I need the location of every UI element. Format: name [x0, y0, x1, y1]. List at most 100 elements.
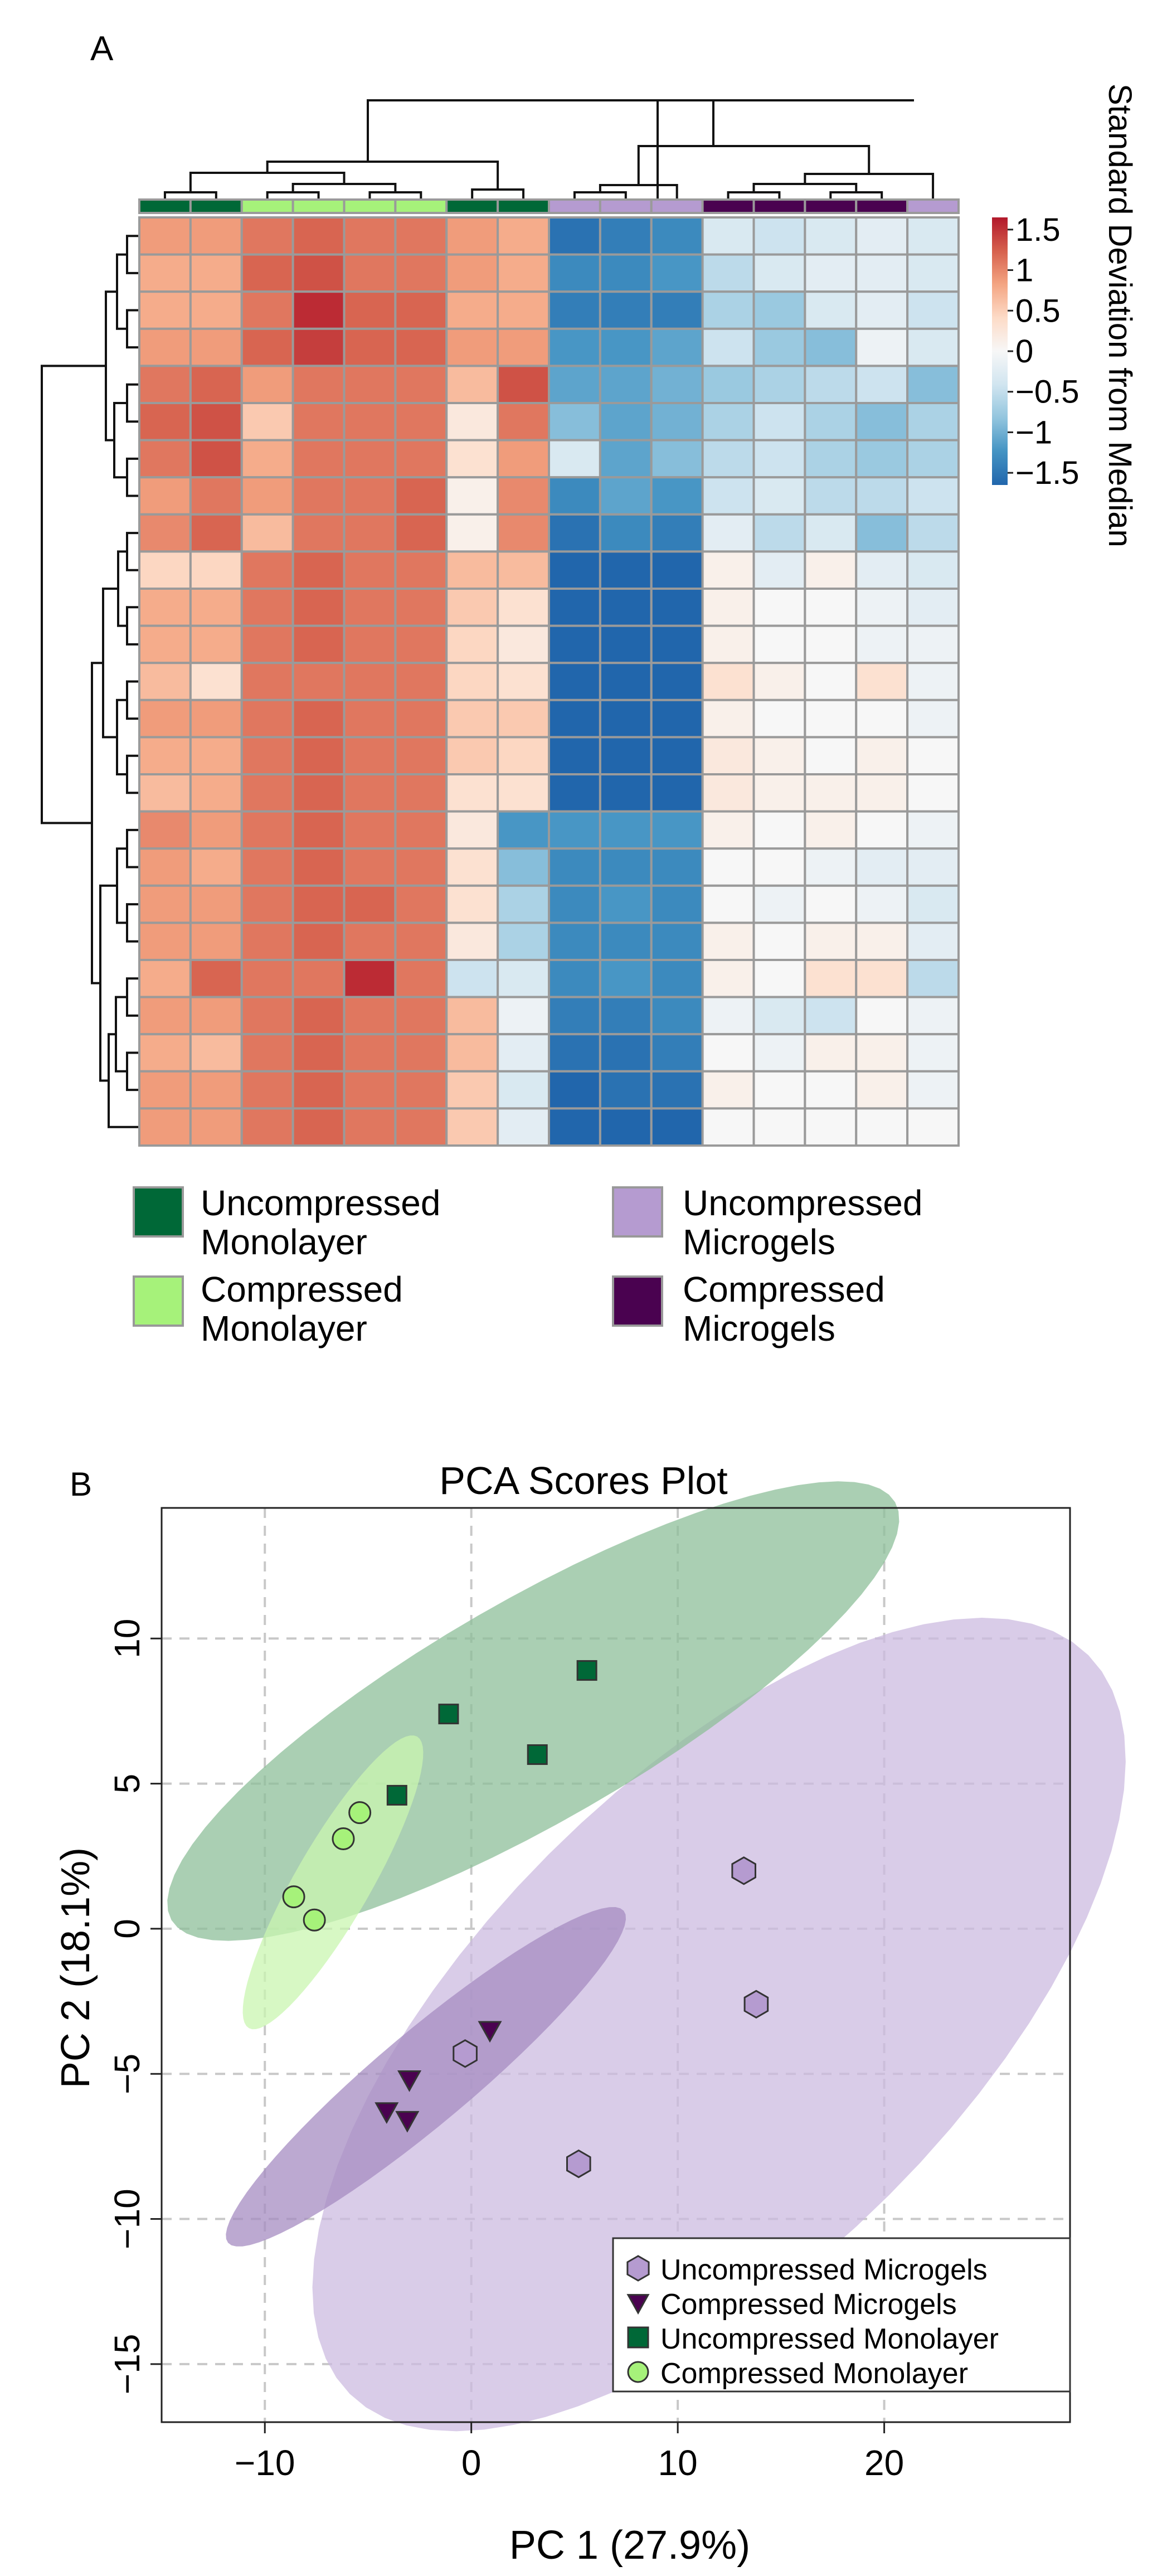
heatmap-cell-r19-c4: [343, 921, 397, 962]
heatmap-cell-r15-c9: [599, 773, 653, 813]
col-dendro-3: [471, 188, 525, 200]
col-dendro-4: [291, 183, 397, 192]
heatmap-cell-r18-c2: [240, 884, 294, 924]
heatmap-cell-r7-c3: [291, 476, 346, 516]
colorbar-tick-label-6: −1.5: [1015, 455, 1080, 491]
heatmap-cell-r11-c13: [804, 624, 858, 664]
row-dendro-leaf-14: [126, 754, 139, 794]
heatmap-cell-r14-c1: [189, 736, 243, 776]
heatmap-cell-r20-c7: [497, 959, 550, 998]
col-dendro-11: [752, 183, 858, 192]
row-dendro-leaf-6: [126, 457, 139, 497]
heatmap-cell-r2-c12: [752, 290, 806, 330]
pca-legend-box: [612, 2237, 1071, 2393]
heatmap-cell-r14-c0: [138, 736, 192, 776]
heatmap-cell-r10-c7: [497, 588, 550, 627]
heatmap-cell-r4-c14: [855, 365, 909, 405]
heatmap-cell-r18-c6: [445, 884, 499, 924]
heatmap-cell-r1-c5: [394, 253, 448, 293]
heatmap-cell-r15-c2: [240, 773, 294, 813]
heatmap-cell-r3-c4: [343, 327, 397, 367]
heatmap-cell-r13-c2: [240, 698, 294, 739]
heatmap-cell-r24-c3: [291, 1107, 346, 1147]
heatmap-cell-r9-c15: [906, 550, 960, 590]
heatmap-cell-r21-c5: [394, 996, 448, 1036]
heatmap-cell-r16-c12: [752, 810, 806, 850]
heatmap-cell-r14-c12: [752, 736, 806, 776]
heatmap-cell-r5-c2: [240, 402, 294, 442]
heatmap-cell-r17-c4: [343, 847, 397, 887]
heatmap-cell-r24-c8: [548, 1107, 601, 1147]
heatmap-cell-r6-c15: [906, 439, 960, 479]
heatmap-cell-r24-c6: [445, 1107, 499, 1147]
heatmap-cell-r5-c1: [189, 402, 243, 442]
pca-point-uncompressed-microgels-0: [731, 1856, 756, 1885]
heatmap-cell-r4-c8: [548, 365, 601, 405]
heatmap-cell-r12-c1: [189, 662, 243, 701]
pca-y-ticks: −15 −10 −5 0 5 10: [107, 1619, 162, 2394]
heatmap-cell-r1-c12: [752, 253, 806, 293]
row-dendro-leaf-20: [126, 977, 139, 1017]
heatmap-cell-r11-c14: [855, 624, 909, 664]
heatmap-cell-r24-c11: [701, 1107, 755, 1147]
heatmap-cell-r6-c1: [189, 439, 243, 479]
heatmap-cell-r13-c13: [804, 698, 858, 739]
heatmap-cell-r0-c10: [650, 216, 704, 256]
heatmap-cell-r19-c7: [497, 921, 550, 962]
heatmap-cell-r19-c2: [240, 921, 294, 962]
heatmap-cell-r4-c5: [394, 365, 448, 405]
heatmap-cell-r6-c2: [240, 439, 294, 479]
heatmap-cell-r9-c1: [189, 550, 243, 590]
heatmap-cell-r18-c11: [701, 884, 755, 924]
heatmap-cell-r24-c13: [804, 1107, 858, 1147]
heatmap-cell-r11-c12: [752, 624, 806, 664]
heatmap-cell-r22-c1: [189, 1033, 243, 1073]
heatmap-cell-r19-c5: [394, 921, 448, 962]
pca-ytick-label-0: −15: [107, 2334, 147, 2395]
heatmap-cell-r7-c2: [240, 476, 294, 516]
heatmap-cell-r16-c1: [189, 810, 243, 850]
heatmap-cell-r12-c3: [291, 662, 346, 701]
pca-legend-label-uncompressed-microgels: Uncompressed Microgels: [660, 2254, 988, 2286]
heatmap-cell-r23-c0: [138, 1070, 192, 1110]
heatmap-cell-r23-c13: [804, 1070, 858, 1110]
heatmap-cell-r20-c14: [855, 959, 909, 998]
group-bar-cell-15: [906, 198, 960, 214]
row-dendro-c2: [115, 996, 127, 1073]
row-dendro-root: [41, 365, 106, 824]
heatmap-cell-r10-c15: [906, 588, 960, 627]
heatmap-cell-r0-c14: [855, 216, 909, 256]
heatmap-cell-r9-c8: [548, 550, 601, 590]
heatmap-cell-r12-c9: [599, 662, 653, 701]
heatmap-cell-r0-c9: [599, 216, 653, 256]
heatmap-cell-r20-c2: [240, 959, 294, 998]
pca-y-axis-label: PC 2 (18.1%): [54, 1847, 98, 2088]
heatmap-cell-r12-c11: [701, 662, 755, 701]
heatmap-cell-r23-c14: [855, 1070, 909, 1110]
heatmap-cell-r7-c11: [701, 476, 755, 516]
panel-a-label: A: [90, 30, 114, 68]
heatmap-cell-r16-c10: [650, 810, 704, 850]
heatmap-cell-r18-c12: [752, 884, 806, 924]
heatmap-cell-r15-c7: [497, 773, 550, 813]
heatmap-cell-r7-c9: [599, 476, 653, 516]
heatmap-cell-r10-c11: [701, 588, 755, 627]
heatmap-cell-r21-c11: [701, 996, 755, 1036]
heatmap-cell-r20-c12: [752, 959, 806, 998]
group-bar-cell-1: [189, 198, 243, 214]
heatmap-cell-r17-c10: [650, 847, 704, 887]
heatmap-cell-r10-c1: [189, 588, 243, 627]
heatmap-cell-r2-c10: [650, 290, 704, 330]
heatmap-cell-r10-c2: [240, 588, 294, 627]
heatmap-cell-r4-c7: [497, 365, 550, 405]
legend-label-compressed-microgels-line2: Microgels: [683, 1308, 835, 1348]
heatmap-cell-r19-c13: [804, 921, 858, 962]
legend-label-uncompressed-monolayer-line2: Monolayer: [201, 1222, 367, 1262]
heatmap-cell-r23-c3: [291, 1070, 346, 1110]
heatmap-cell-r20-c5: [394, 959, 448, 998]
heatmap-cell-r21-c12: [752, 996, 806, 1036]
heatmap-cell-r5-c10: [650, 402, 704, 442]
heatmap-cell-r8-c15: [906, 513, 960, 553]
